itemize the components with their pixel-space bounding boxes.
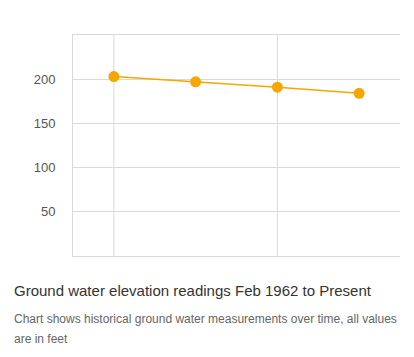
svg-text:150: 150	[34, 116, 56, 131]
svg-text:100: 100	[34, 160, 56, 175]
svg-text:200: 200	[34, 72, 56, 87]
html-text:Chart shows historical ground: Chart shows historical ground water meas…	[14, 312, 397, 346]
svg-text:50: 50	[41, 204, 55, 219]
html-text:Ground water elevation reading: Ground water elevation readings Feb 1962…	[14, 282, 371, 299]
